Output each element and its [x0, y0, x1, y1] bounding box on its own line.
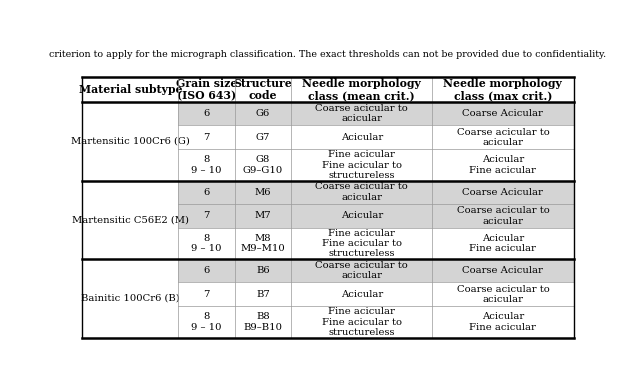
Text: B6: B6	[256, 266, 269, 275]
Text: Coarse acicular to
acicular: Coarse acicular to acicular	[456, 128, 549, 147]
Text: Needle morphology
class (max crit.): Needle morphology class (max crit.)	[444, 78, 563, 101]
Bar	[83, 306, 178, 338]
Bar	[178, 204, 573, 228]
Text: Grain size
(ISO 643): Grain size (ISO 643)	[176, 78, 237, 101]
Bar	[178, 282, 573, 306]
Text: Coarse acicular to
acicular: Coarse acicular to acicular	[316, 261, 408, 280]
Text: Fine acicular
Fine acicular to
structureless: Fine acicular Fine acicular to structure…	[322, 307, 402, 337]
Bar	[178, 102, 573, 125]
Text: 8
9 – 10: 8 9 – 10	[191, 234, 221, 253]
Text: Acicular
Fine acicular: Acicular Fine acicular	[470, 234, 536, 253]
Text: Needle morphology
class (mean crit.): Needle morphology class (mean crit.)	[302, 78, 421, 101]
Text: Bainitic 100Cr6 (B): Bainitic 100Cr6 (B)	[81, 294, 180, 303]
Text: Coarse acicular to
acicular: Coarse acicular to acicular	[456, 206, 549, 225]
Bar	[83, 125, 178, 149]
Text: 6: 6	[204, 109, 209, 118]
Text: 8
9 – 10: 8 9 – 10	[191, 155, 221, 175]
Text: Martensitic 100Cr6 (G): Martensitic 100Cr6 (G)	[71, 137, 190, 146]
Text: G8
G9–G10: G8 G9–G10	[243, 155, 283, 175]
Text: M6: M6	[255, 188, 271, 197]
Bar	[83, 228, 178, 259]
Text: Fine acicular
Fine acicular to
structureless: Fine acicular Fine acicular to structure…	[322, 229, 402, 259]
Text: Coarse acicular to
acicular: Coarse acicular to acicular	[316, 183, 408, 202]
Text: 6: 6	[204, 266, 209, 275]
Bar	[83, 149, 178, 181]
Text: Structure
code: Structure code	[234, 78, 292, 101]
Text: G7: G7	[256, 133, 270, 142]
Bar	[178, 181, 573, 204]
Text: 6: 6	[204, 188, 209, 197]
Bar	[83, 102, 178, 125]
Text: Acicular
Fine acicular: Acicular Fine acicular	[470, 155, 536, 175]
Text: Acicular
Fine acicular: Acicular Fine acicular	[470, 312, 536, 332]
Text: 7: 7	[204, 211, 210, 220]
Text: Material subtype: Material subtype	[79, 84, 182, 95]
Bar	[83, 181, 178, 204]
Bar	[178, 149, 573, 181]
Bar	[83, 77, 573, 102]
Text: 7: 7	[204, 290, 210, 299]
Text: criterion to apply for the micrograph classification. The exact thresholds can n: criterion to apply for the micrograph cl…	[49, 50, 607, 59]
Bar	[178, 125, 573, 149]
Text: 7: 7	[204, 133, 210, 142]
Text: 8
9 – 10: 8 9 – 10	[191, 312, 221, 332]
Text: Coarse acicular to
acicular: Coarse acicular to acicular	[316, 104, 408, 123]
Text: M7: M7	[255, 211, 271, 220]
Text: B8
B9–B10: B8 B9–B10	[243, 312, 282, 332]
Text: Fine acicular
Fine acicular to
structureless: Fine acicular Fine acicular to structure…	[322, 150, 402, 180]
Bar	[178, 259, 573, 282]
Text: Acicular: Acicular	[340, 290, 383, 299]
Bar	[83, 282, 178, 306]
Bar	[83, 259, 178, 282]
Text: Acicular: Acicular	[340, 211, 383, 220]
Text: B7: B7	[256, 290, 270, 299]
Bar	[83, 204, 178, 228]
Text: Martensitic C56E2 (M): Martensitic C56E2 (M)	[72, 215, 189, 224]
Text: Coarse Acicular: Coarse Acicular	[463, 266, 543, 275]
Text: Acicular: Acicular	[340, 133, 383, 142]
Bar	[178, 306, 573, 338]
Text: Coarse Acicular: Coarse Acicular	[463, 188, 543, 197]
Text: M8
M9–M10: M8 M9–M10	[241, 234, 285, 253]
Bar	[178, 228, 573, 259]
Text: G6: G6	[256, 109, 270, 118]
Text: Coarse acicular to
acicular: Coarse acicular to acicular	[456, 285, 549, 304]
Text: Coarse Acicular: Coarse Acicular	[463, 109, 543, 118]
